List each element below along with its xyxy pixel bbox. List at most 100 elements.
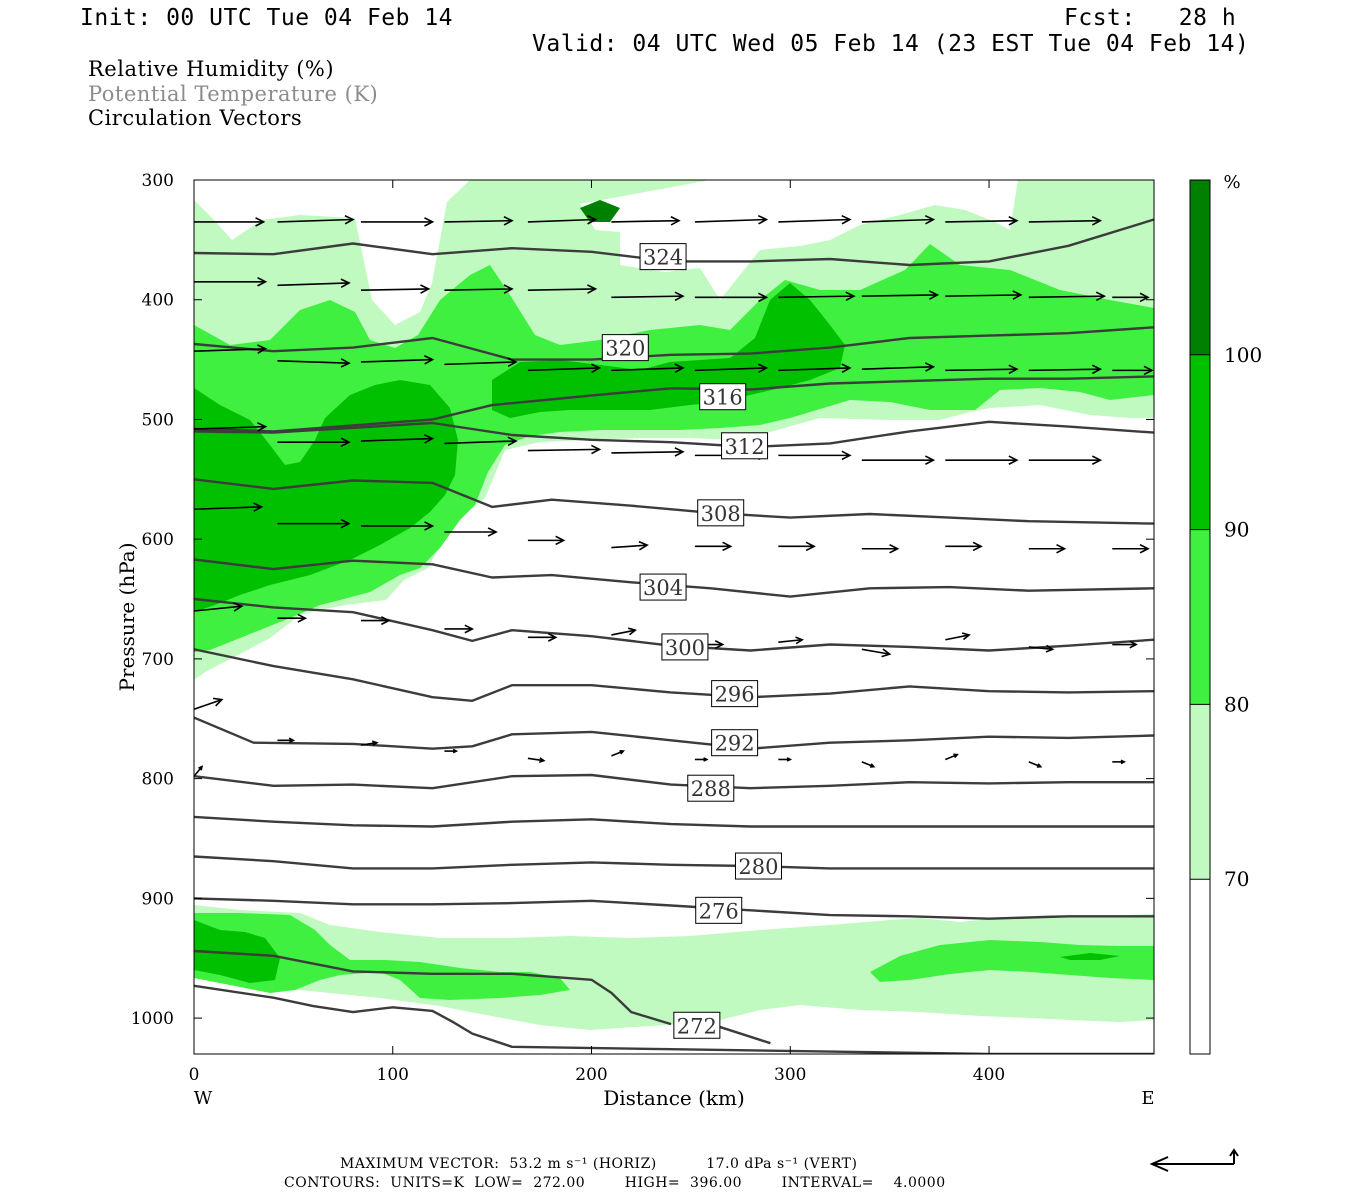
x-tick-label: 0: [189, 1065, 200, 1085]
contour-label-box: [601, 334, 649, 362]
contour-label: 304: [643, 576, 683, 600]
circulation-vector: [444, 748, 459, 754]
circulation-vector: [611, 291, 685, 302]
circulation-vector: [527, 444, 602, 455]
theta-contour-unlabeled-15: [194, 984, 1154, 1054]
circulation-vector: [694, 363, 769, 374]
circulation-vector: [861, 362, 936, 372]
x-tick-label: 100: [377, 1065, 409, 1085]
forecast-hour: Fcst: 28 h: [1064, 5, 1237, 31]
contour-label-box: [695, 896, 743, 924]
circulation-vector: [1028, 644, 1055, 653]
contour-label: 324: [643, 246, 683, 270]
contour-label: 276: [699, 899, 739, 923]
contour-label-box: [673, 1011, 721, 1039]
circulation-vector: [444, 624, 475, 634]
colorbar: 70 80 90 100: [1189, 179, 1262, 1055]
circulation-vector: [778, 214, 852, 225]
circulation-vector: [1112, 640, 1138, 649]
contour-label: 312: [725, 435, 765, 459]
theta-contour-316: [194, 375, 1154, 433]
contour-label: 300: [665, 636, 705, 660]
circulation-vector: [360, 284, 431, 294]
x-axis-label: Distance (km): [603, 1086, 745, 1110]
circulation-vector: [360, 434, 435, 444]
contour-label: 288: [691, 777, 731, 801]
y-tick-label: 400: [142, 291, 174, 311]
circulation-vector: [194, 502, 264, 512]
valid-time: Valid: 04 UTC Wed 05 Feb 14 (23 EST Tue …: [532, 31, 1250, 57]
y-tick-label: 900: [142, 889, 174, 909]
x-end-label-west: W: [194, 1088, 213, 1109]
circulation-vector: [194, 276, 268, 287]
contour-label-box: [639, 573, 687, 601]
circulation-vector: [277, 518, 351, 529]
contour-label-box: [699, 383, 747, 411]
circulation-vector: [945, 632, 971, 641]
circulation-vector: [611, 749, 625, 757]
theta-contour-276: [194, 897, 1154, 920]
circulation-vector: [444, 284, 514, 294]
circulation-vector: [945, 364, 1019, 375]
contour-label-layer: 324 320 316 312 308 304 300 296 292 288 280 276 272: [601, 243, 782, 1039]
y-axis-label: Pressure (hPa): [115, 543, 139, 692]
circulation-vector: [861, 543, 900, 554]
x-tick-label: 400: [973, 1065, 1005, 1085]
colorbar-label: 100: [1224, 343, 1262, 367]
theta-contour-296: [194, 648, 1154, 702]
contour-label: 320: [605, 337, 645, 361]
contour-label: 316: [703, 386, 743, 410]
colorbar-segment: [1190, 354, 1210, 530]
circulation-vector: [611, 363, 685, 374]
circulation-vector: [611, 540, 649, 551]
theta-contour-288: [194, 773, 1154, 790]
circulation-vector: [527, 284, 598, 294]
contour-label-box: [687, 774, 735, 802]
theta-contour-280: [194, 855, 1154, 870]
circulation-vector: [527, 535, 566, 546]
field-title-theta: Potential Temperature (K): [88, 82, 379, 106]
colorbar-frame: [1189, 179, 1211, 1055]
theta-contour-unlabeled-10: [194, 815, 1154, 828]
x-end-label-east: E: [1141, 1088, 1154, 1109]
circulation-vector: [527, 363, 602, 374]
colorbar-label: 70: [1224, 867, 1249, 891]
circulation-vector: [861, 761, 876, 768]
circulation-vector: [861, 214, 936, 225]
circulation-vector: [194, 765, 204, 777]
colorbar-label: 80: [1224, 692, 1249, 716]
contour-label: 280: [738, 855, 778, 879]
circulation-vector: [861, 290, 940, 300]
circulation-vector: [694, 757, 709, 762]
circulation-vector: [861, 648, 892, 658]
colorbar-segment: [1190, 879, 1210, 1054]
contour-info: CONTOURS: UNITS=K LOW= 272.00 HIGH= 396.…: [284, 1175, 946, 1191]
axis-layer: 0 100 200 300 400 300 400 500 600 700 800 900 1000: [131, 171, 1154, 1085]
circulation-vector: [527, 632, 558, 642]
circulation-vector: [945, 541, 983, 552]
circulation-vector: [277, 278, 351, 289]
circulation-vector: [1112, 292, 1150, 303]
circulation-vector: [194, 697, 224, 710]
circulation-vector: [277, 437, 351, 447]
circulation-vector: [945, 753, 959, 761]
circulation-vector: [1112, 365, 1154, 376]
theta-contour-308: [194, 478, 1154, 525]
theta-contour-272: [714, 1024, 771, 1045]
reference-vector: [1149, 1148, 1239, 1172]
circulation-vector: [277, 358, 351, 368]
y-tick-label: 300: [142, 171, 174, 191]
circulation-vector: [277, 214, 355, 225]
circulation-vector: [360, 740, 379, 747]
circulation-vector: [194, 344, 268, 354]
vector-layer: [194, 214, 1154, 777]
circulation-vector: [194, 602, 244, 612]
circulation-vector: [360, 355, 435, 365]
circulation-vector: [194, 422, 268, 432]
circulation-vector: [277, 737, 296, 744]
contour-label-box: [721, 432, 769, 460]
circulation-vector: [444, 357, 518, 368]
y-tick-label: 800: [142, 770, 174, 790]
theta-contour-292: [194, 716, 1154, 750]
circulation-vector: [945, 455, 1019, 465]
